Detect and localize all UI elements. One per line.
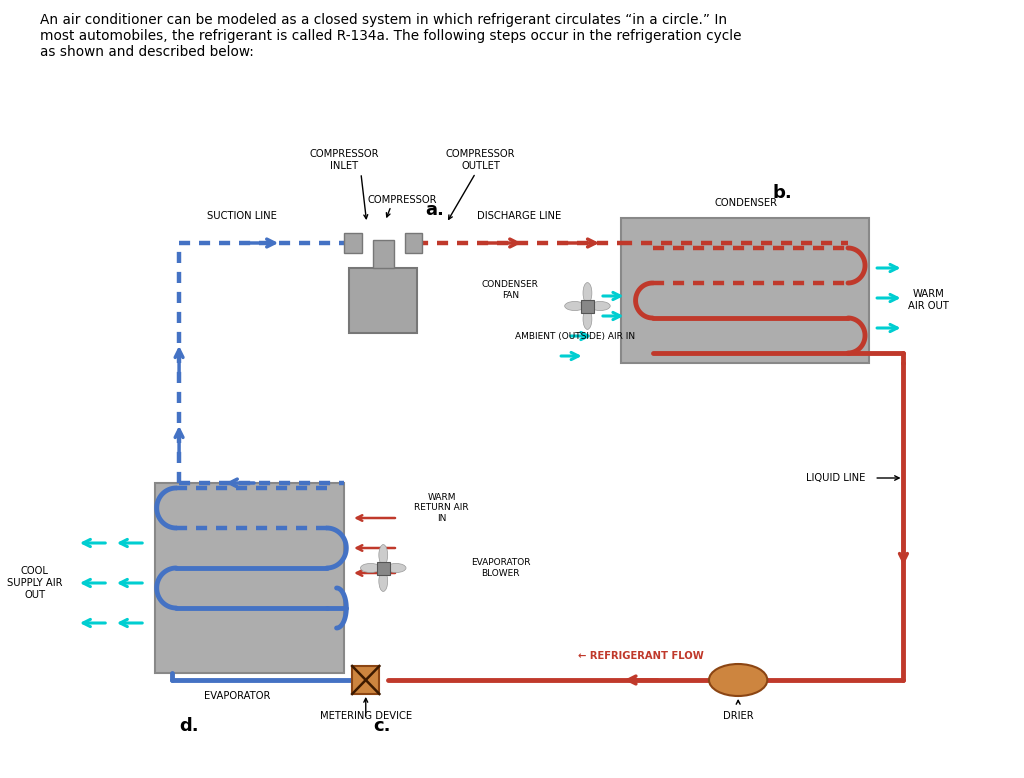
- Ellipse shape: [386, 563, 406, 573]
- Ellipse shape: [379, 545, 388, 566]
- Text: CONDENSER: CONDENSER: [715, 198, 777, 208]
- Text: COMPRESSOR: COMPRESSOR: [368, 195, 437, 205]
- Text: COOL
SUPPLY AIR
OUT: COOL SUPPLY AIR OUT: [7, 566, 62, 600]
- Text: d.: d.: [179, 717, 199, 735]
- Text: LIQUID LINE: LIQUID LINE: [806, 473, 865, 483]
- Text: EVAPORATOR
BLOWER: EVAPORATOR BLOWER: [471, 559, 530, 578]
- Text: EVAPORATOR: EVAPORATOR: [204, 691, 270, 701]
- Text: CONDENSER
FAN: CONDENSER FAN: [482, 280, 539, 300]
- Text: AMBIENT (OUTSIDE) AIR IN: AMBIENT (OUTSIDE) AIR IN: [514, 331, 635, 341]
- Bar: [352, 666, 379, 694]
- Text: METERING DEVICE: METERING DEVICE: [319, 711, 412, 721]
- Text: WARM
AIR OUT: WARM AIR OUT: [908, 289, 949, 310]
- Text: ← REFRIGERANT FLOW: ← REFRIGERANT FLOW: [578, 651, 703, 661]
- Text: c.: c.: [374, 717, 391, 735]
- Bar: [344, 233, 361, 253]
- Ellipse shape: [564, 301, 585, 310]
- Ellipse shape: [360, 563, 381, 573]
- Text: DISCHARGE LINE: DISCHARGE LINE: [477, 211, 561, 221]
- Bar: [404, 233, 422, 253]
- Bar: [622, 218, 869, 363]
- Bar: [349, 268, 418, 333]
- Ellipse shape: [583, 282, 592, 303]
- Text: DRIER: DRIER: [723, 711, 754, 721]
- Ellipse shape: [590, 301, 610, 310]
- Bar: [582, 300, 594, 313]
- Text: WARM
RETURN AIR
IN: WARM RETURN AIR IN: [415, 493, 469, 523]
- Text: COMPRESSOR
INLET: COMPRESSOR INLET: [309, 149, 379, 171]
- Ellipse shape: [379, 570, 388, 591]
- Ellipse shape: [709, 664, 767, 696]
- Text: COMPRESSOR
OUTLET: COMPRESSOR OUTLET: [445, 149, 515, 171]
- Text: b.: b.: [772, 184, 792, 202]
- Text: SUCTION LINE: SUCTION LINE: [207, 211, 278, 221]
- Text: a.: a.: [425, 201, 444, 219]
- Bar: [155, 483, 344, 673]
- Bar: [377, 562, 389, 574]
- Bar: [373, 240, 394, 268]
- Text: An air conditioner can be modeled as a closed system in which refrigerant circul: An air conditioner can be modeled as a c…: [40, 13, 741, 59]
- Ellipse shape: [583, 309, 592, 329]
